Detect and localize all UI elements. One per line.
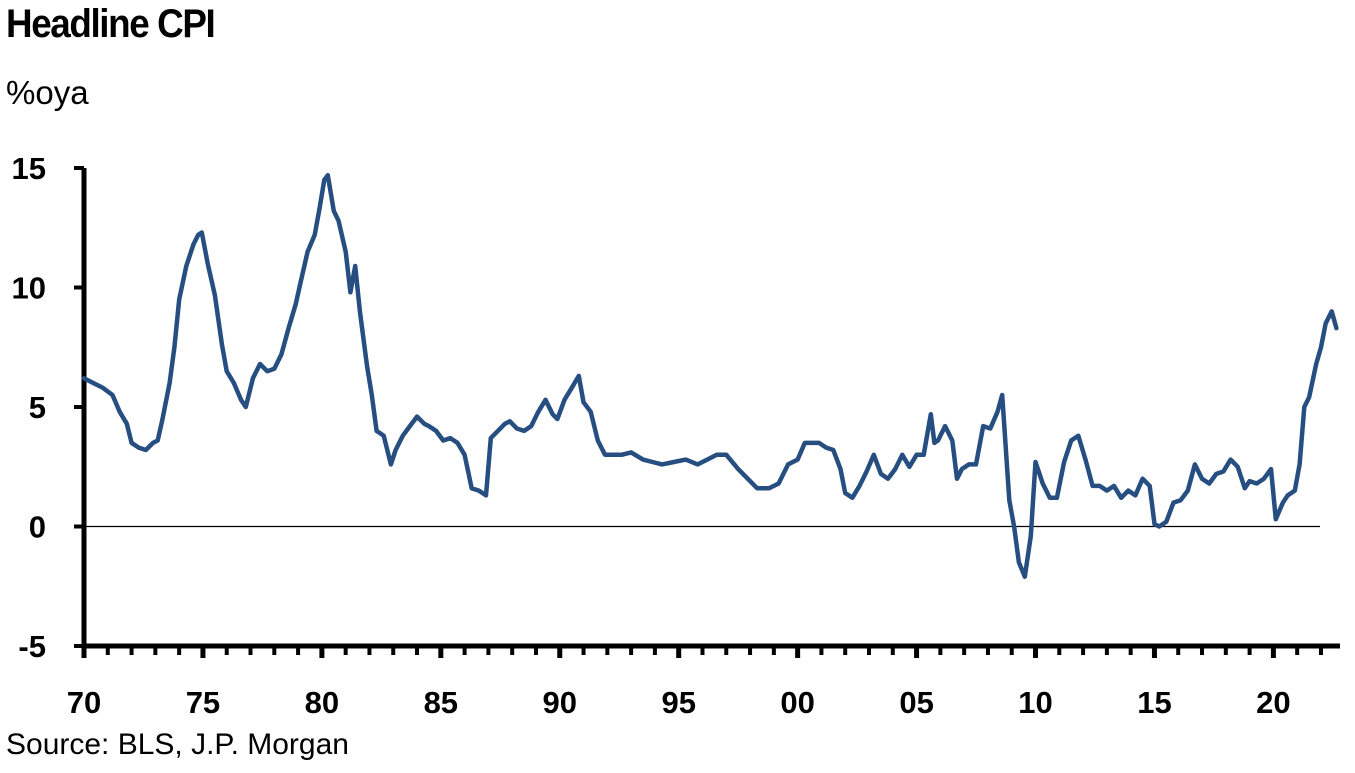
x-tick-label: 90 xyxy=(543,685,577,720)
x-tick-label: 15 xyxy=(1137,685,1171,720)
x-tick-label: 00 xyxy=(780,685,814,720)
x-tick-label: 80 xyxy=(305,685,339,720)
y-tick-label: 15 xyxy=(12,151,46,186)
y-tick-label: 5 xyxy=(29,390,46,425)
cpi-series-line xyxy=(81,172,1339,579)
x-tick-label: 75 xyxy=(186,685,220,720)
x-tick-label: 70 xyxy=(67,685,101,720)
y-tick-label: -5 xyxy=(18,629,46,664)
y-tick-label: 10 xyxy=(12,271,46,306)
x-tick-label: 10 xyxy=(1018,685,1052,720)
chart-subtitle: %oya xyxy=(6,74,89,111)
chart-title: Headline CPI xyxy=(6,2,216,46)
x-tick-label: 05 xyxy=(899,685,933,720)
x-tick-label: 20 xyxy=(1256,685,1290,720)
source-note: Source: BLS, J.P. Morgan xyxy=(6,728,349,761)
y-tick-label: 0 xyxy=(29,510,46,545)
x-tick-label: 95 xyxy=(661,685,695,720)
x-tick-label: 85 xyxy=(424,685,458,720)
